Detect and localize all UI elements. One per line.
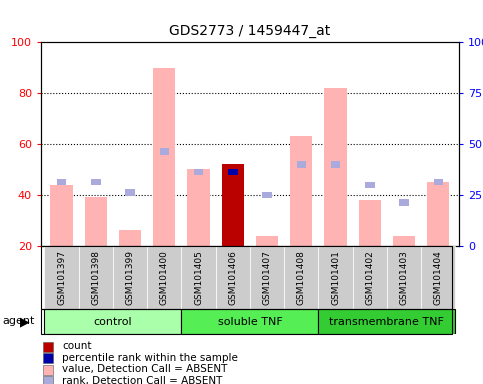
Bar <box>187 169 210 246</box>
Text: control: control <box>94 316 132 327</box>
Bar <box>79 246 113 309</box>
Text: GSM101398: GSM101398 <box>91 250 100 305</box>
Bar <box>421 246 455 309</box>
Text: agent: agent <box>2 316 35 326</box>
Text: transmembrane TNF: transmembrane TNF <box>329 316 444 327</box>
Bar <box>250 246 284 309</box>
Bar <box>44 309 182 334</box>
Text: GSM101404: GSM101404 <box>434 250 443 305</box>
Bar <box>393 236 415 246</box>
Bar <box>44 246 79 309</box>
Bar <box>153 68 175 246</box>
Bar <box>290 136 313 246</box>
Bar <box>194 169 203 175</box>
Text: ▶: ▶ <box>20 315 30 328</box>
Text: GSM101401: GSM101401 <box>331 250 340 305</box>
Bar <box>325 88 347 246</box>
Text: percentile rank within the sample: percentile rank within the sample <box>62 353 238 363</box>
Bar <box>182 246 216 309</box>
Text: GSM101403: GSM101403 <box>399 250 409 305</box>
Text: count: count <box>62 341 92 351</box>
Bar <box>256 236 278 246</box>
Bar <box>399 199 409 206</box>
Text: GSM101399: GSM101399 <box>126 250 135 305</box>
Bar <box>147 246 182 309</box>
Bar <box>216 246 250 309</box>
Bar <box>297 161 306 167</box>
Bar <box>43 365 54 375</box>
Text: rank, Detection Call = ABSENT: rank, Detection Call = ABSENT <box>62 376 223 384</box>
Bar <box>159 149 169 155</box>
Text: value, Detection Call = ABSENT: value, Detection Call = ABSENT <box>62 364 227 374</box>
Bar <box>359 200 381 246</box>
Title: GDS2773 / 1459447_at: GDS2773 / 1459447_at <box>170 25 330 38</box>
Text: GSM101408: GSM101408 <box>297 250 306 305</box>
Bar <box>125 189 135 195</box>
Bar <box>91 179 100 185</box>
Bar <box>57 179 66 185</box>
Bar <box>318 246 353 309</box>
Bar <box>387 246 421 309</box>
Bar <box>331 161 341 167</box>
Text: GSM101405: GSM101405 <box>194 250 203 305</box>
Bar <box>50 185 73 246</box>
Text: soluble TNF: soluble TNF <box>217 316 283 327</box>
Bar <box>284 246 318 309</box>
Text: GSM101397: GSM101397 <box>57 250 66 305</box>
Bar <box>43 342 54 352</box>
Bar <box>434 179 443 185</box>
Bar <box>182 309 318 334</box>
Bar <box>365 182 375 188</box>
Bar <box>113 246 147 309</box>
Bar <box>228 169 238 175</box>
Bar <box>222 164 244 246</box>
Bar <box>427 182 450 246</box>
Bar <box>262 192 272 198</box>
Text: GSM101406: GSM101406 <box>228 250 237 305</box>
Bar <box>318 309 455 334</box>
Text: GSM101400: GSM101400 <box>160 250 169 305</box>
Bar <box>353 246 387 309</box>
Bar <box>85 197 107 246</box>
Bar <box>43 353 54 363</box>
Text: GSM101407: GSM101407 <box>263 250 271 305</box>
Bar <box>119 230 141 246</box>
Text: GSM101402: GSM101402 <box>365 250 374 305</box>
Bar <box>43 376 54 384</box>
